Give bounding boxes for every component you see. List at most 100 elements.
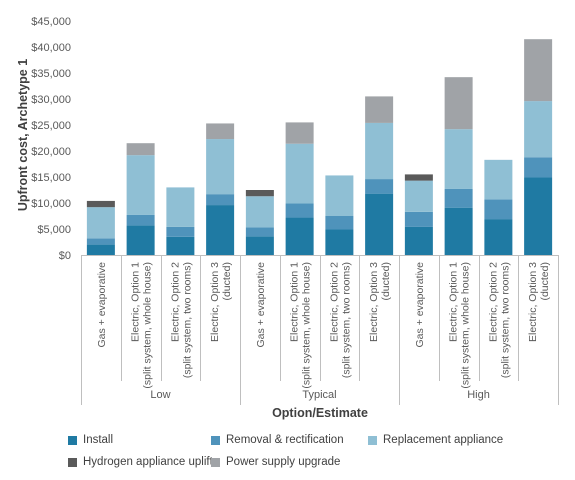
x-tick-label: Gas + evaporative [96, 262, 108, 348]
legend-item: Hydrogen appliance uplift [68, 456, 213, 468]
y-tick-label: $45,000 [31, 16, 71, 28]
bar-segment [404, 180, 433, 212]
bar-segment [444, 129, 473, 189]
x-tick-label: (ducted) [221, 262, 233, 301]
y-tick-label: $0 [59, 250, 71, 262]
axes: $0 $5,000 $10,000 $15,000 $20,000 $25,000 $30,… [31, 16, 559, 405]
bar-segment [444, 188, 473, 208]
bar-segment [126, 214, 155, 226]
x-tick-label: (split system, two rooms) [340, 262, 352, 378]
x-tick-label: (split system, whole house) [460, 262, 472, 389]
x-tick-label: Electric, Option 1 [448, 262, 460, 342]
x-tick-label: (ducted) [380, 262, 392, 301]
bar-segment [484, 219, 513, 255]
bar-segment [166, 187, 195, 227]
x-tick-label: (split system, two rooms) [181, 262, 193, 378]
legend-swatch [211, 457, 220, 467]
bar-segment [206, 205, 235, 255]
bar-segment [365, 179, 394, 194]
x-tick-label: (split system, two rooms) [499, 262, 511, 378]
bar-segment [166, 226, 195, 237]
bar-segment [524, 39, 553, 102]
x-tick-label: (ducted) [539, 262, 551, 301]
bar-segment [285, 143, 314, 204]
bar-segment [404, 174, 433, 181]
legend-item: Removal & rectification [211, 434, 344, 446]
x-tick-label: Electric, Option 3 [209, 262, 221, 342]
x-tick-label: Electric, Option 2 [487, 262, 499, 342]
bar-segment [86, 238, 115, 245]
y-tick-label: $20,000 [31, 146, 71, 158]
y-tick-label: $40,000 [31, 42, 71, 54]
bar-segment [524, 177, 553, 255]
bar-segment [86, 207, 115, 239]
legend-swatch [68, 435, 77, 445]
bar-segment [245, 227, 274, 237]
legend-label: Replacement appliance [383, 434, 504, 446]
legend-label: Hydrogen appliance uplift [83, 456, 213, 468]
bar-segment [126, 143, 155, 156]
legend-label: Install [83, 434, 114, 446]
legend-item: Power supply upgrade [211, 456, 340, 468]
bar-segment [86, 244, 115, 255]
bar-segment [524, 157, 553, 178]
bar-segment [206, 123, 235, 140]
legend-swatch [68, 457, 77, 467]
y-tick-label: $30,000 [31, 94, 71, 106]
x-tick-label: Gas + evaporative [255, 262, 267, 348]
y-tick-label: $25,000 [31, 120, 71, 132]
bar-segment [524, 101, 553, 158]
legend-label: Removal & rectification [226, 434, 344, 446]
x-axis-title: Option/Estimate [272, 406, 368, 420]
x-tick-label: Electric, Option 2 [328, 262, 340, 342]
y-tick-label: $35,000 [31, 68, 71, 80]
bar-segment [206, 139, 235, 195]
x-tick-label: Electric, Option 1 [289, 262, 301, 342]
bar-segment [86, 200, 115, 208]
bar-segment [365, 122, 394, 180]
group-label: Low [150, 389, 170, 401]
bar-segment [245, 190, 274, 197]
legend-label: Power supply upgrade [226, 456, 341, 468]
bar-segment [404, 211, 433, 227]
bar-segment [245, 196, 274, 228]
bar-segment [404, 226, 433, 255]
x-tick-label: (split system, whole house) [142, 262, 154, 389]
bar-segment [484, 159, 513, 200]
y-tick-label: $10,000 [31, 198, 71, 210]
bar-segment [126, 225, 155, 255]
legend-swatch [368, 435, 377, 445]
bar-segment [325, 216, 354, 230]
bar-segment [285, 217, 314, 255]
group-label: Typical [302, 389, 336, 401]
category-labels: Gas + evaporative Electric, Option 1 (spli… [96, 262, 551, 401]
x-tick-label: Electric, Option 3 [527, 262, 539, 342]
bar-segment [245, 236, 274, 255]
bar-segment [444, 77, 473, 130]
bar-segment [126, 155, 155, 215]
x-tick-label: (split system, whole house) [301, 262, 313, 389]
bar-segment [365, 193, 394, 255]
bar-segment [325, 229, 354, 255]
legend-item: Install [68, 434, 113, 446]
x-tick-label: Electric, Option 1 [130, 262, 142, 342]
bar-segment [285, 203, 314, 218]
bar-segment [166, 236, 195, 255]
bars [86, 39, 553, 255]
bar-segment [484, 199, 513, 220]
bar-segment [325, 175, 354, 216]
bar-segment [206, 194, 235, 206]
legend-item: Replacement appliance [368, 434, 503, 446]
y-tick-label: $15,000 [31, 172, 71, 184]
bar-segment [285, 122, 314, 144]
x-tick-label: Gas + evaporative [414, 262, 426, 348]
bar-segment [444, 207, 473, 255]
x-tick-label: Electric, Option 2 [169, 262, 181, 342]
bar-segment [365, 96, 394, 123]
y-tick-label: $5,000 [37, 224, 71, 236]
group-label: High [467, 389, 490, 401]
legend-swatch [211, 435, 220, 445]
y-axis-title: Upfront cost, Archetype 1 [16, 59, 30, 211]
